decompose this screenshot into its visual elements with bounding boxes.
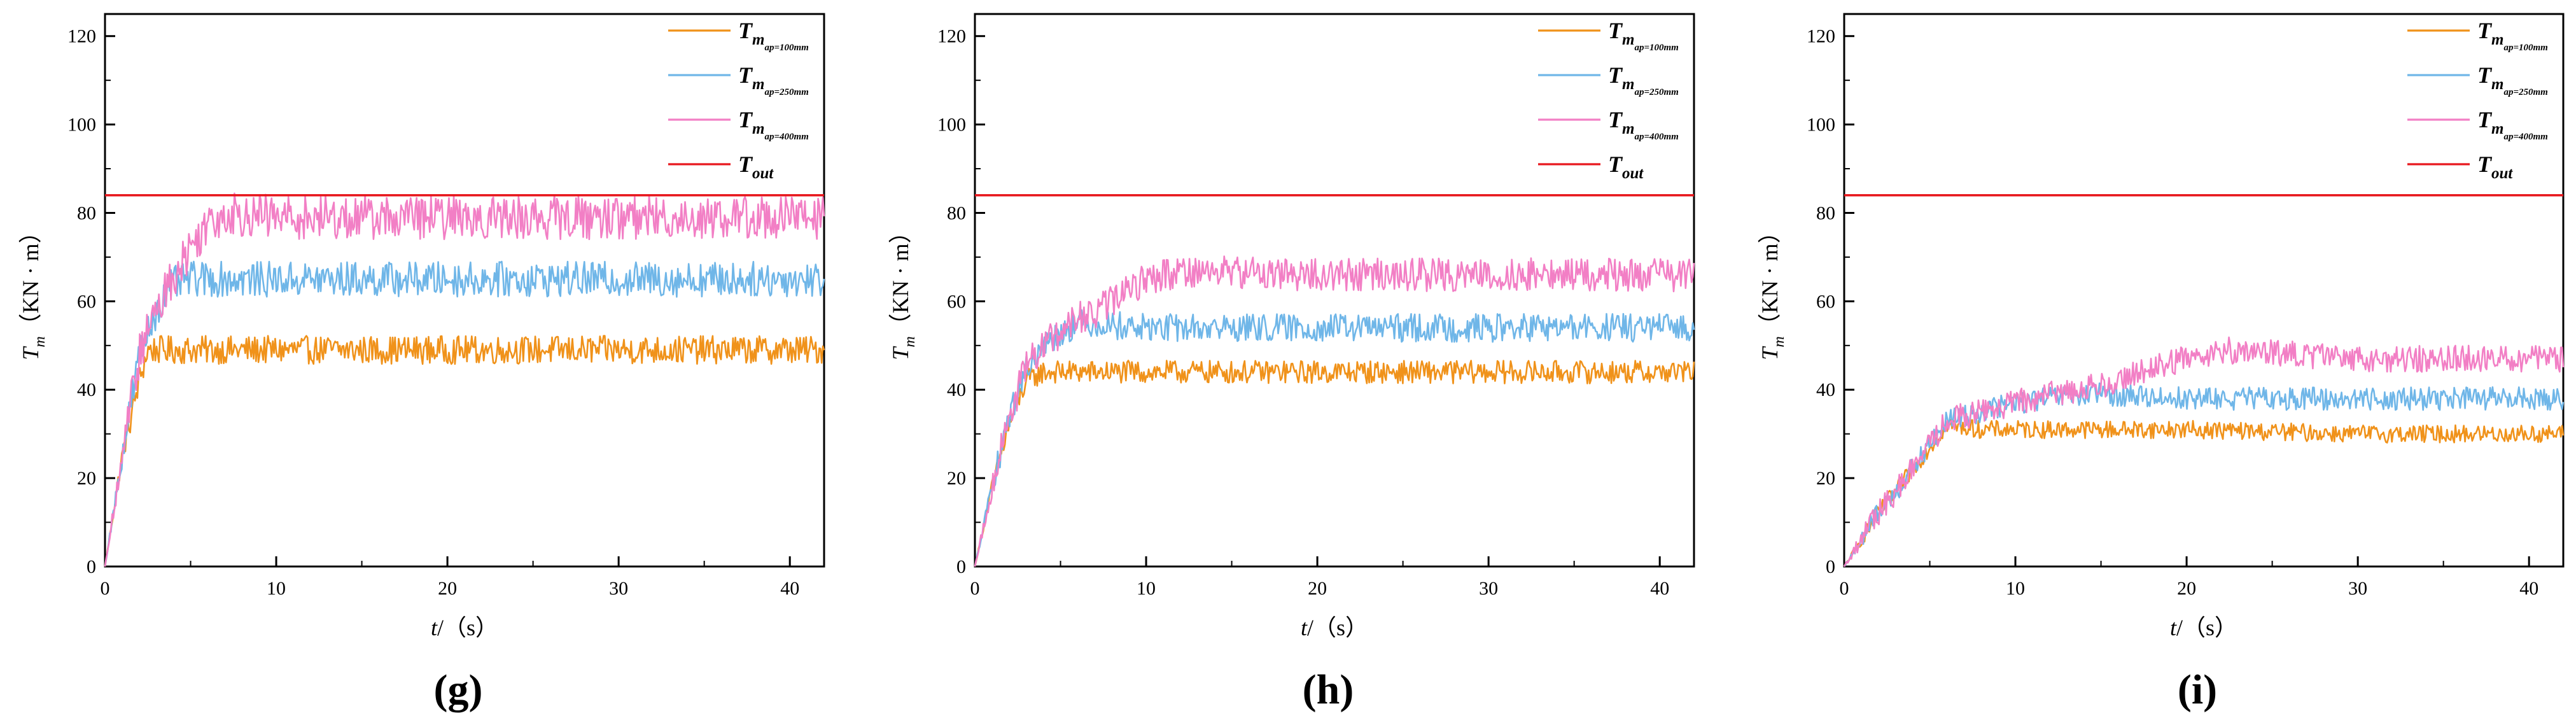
y-tick-label: 0 <box>956 556 966 577</box>
y-tick-label: 120 <box>67 26 96 47</box>
legend-tout: Tout <box>738 151 774 182</box>
series-line-ap=100mm <box>974 360 1695 567</box>
y-tick-label: 100 <box>937 115 966 136</box>
legend-ap=400mm: Tmap=400mm <box>1608 107 1679 142</box>
y-tick-label: 60 <box>1816 291 1835 312</box>
panel-i: 0 10 20 30 40 0 20 40 60 80 100 120 Tmap=100mm Tmap=2… <box>1757 13 2565 713</box>
x-tick-label: 0 <box>970 578 980 599</box>
y-tick-label: 40 <box>1816 379 1835 400</box>
x-tick-label: 30 <box>609 578 628 599</box>
legend-tout: Tout <box>1608 151 1644 182</box>
y-axis-label: Tm（KN · m） <box>888 220 918 360</box>
y-tick-label: 60 <box>77 291 96 312</box>
series-line-ap=400mm <box>1843 336 2565 567</box>
legend-ap=400mm: Tmap=400mm <box>2477 107 2548 142</box>
y-tick-label: 20 <box>77 468 96 489</box>
y-tick-label: 40 <box>947 379 966 400</box>
y-tick-label: 20 <box>947 468 966 489</box>
x-tick-label: 0 <box>101 578 110 599</box>
y-tick-label: 80 <box>1816 202 1835 223</box>
x-tick-label: 0 <box>1840 578 1849 599</box>
y-tick-label: 80 <box>947 202 966 223</box>
series-line-ap=400mm <box>104 192 825 567</box>
y-tick-label: 120 <box>937 26 966 47</box>
x-axis-label: t/（s） <box>2170 615 2237 640</box>
x-tick-label: 30 <box>2348 578 2367 599</box>
series-line-ap=100mm <box>1843 418 2565 567</box>
y-tick-label: 80 <box>77 202 96 223</box>
x-tick-label: 10 <box>1137 578 1156 599</box>
legend-tout: Tout <box>2477 151 2513 182</box>
plot-frame <box>974 13 1695 568</box>
y-tick-label: 60 <box>947 291 966 312</box>
y-tick-label: 0 <box>87 556 96 577</box>
panel-label: (g) <box>434 666 483 713</box>
legend-ap=100mm: Tmap=100mm <box>1608 18 1679 53</box>
x-tick-label: 20 <box>1308 578 1327 599</box>
y-tick-label: 120 <box>1807 26 1835 47</box>
legend-ap=100mm: Tmap=100mm <box>2477 18 2548 53</box>
legend-ap=100mm: Tmap=100mm <box>738 18 809 53</box>
series-line-ap=250mm <box>104 260 825 567</box>
x-tick-label: 10 <box>2006 578 2025 599</box>
legend-ap=250mm: Tmap=250mm <box>1608 62 1679 97</box>
panel-label: (h) <box>1303 666 1354 713</box>
plot-frame <box>104 13 825 568</box>
panel-h: 0 10 20 30 40 0 20 40 60 80 100 120 Tmap=100mm Tmap=2… <box>888 13 1695 713</box>
legend-ap=250mm: Tmap=250mm <box>738 62 809 97</box>
series-line-ap=400mm <box>974 255 1695 567</box>
x-tick-label: 40 <box>780 578 799 599</box>
x-tick-label: 20 <box>438 578 457 599</box>
series-line-ap=250mm <box>974 309 1695 567</box>
legend-ap=250mm: Tmap=250mm <box>2477 62 2548 97</box>
y-axis-label: Tm（KN · m） <box>1757 220 1788 360</box>
y-tick-label: 0 <box>1826 556 1835 577</box>
x-tick-label: 40 <box>2519 578 2538 599</box>
y-tick-label: 100 <box>67 115 96 136</box>
plot-frame <box>1843 13 2565 568</box>
panel-label: (i) <box>2178 666 2217 713</box>
x-tick-label: 10 <box>267 578 286 599</box>
x-tick-label: 30 <box>1479 578 1498 599</box>
series-line-ap=100mm <box>104 335 825 567</box>
x-tick-label: 40 <box>1650 578 1669 599</box>
x-tick-label: 20 <box>2177 578 2196 599</box>
y-tick-label: 100 <box>1807 115 1835 136</box>
legend-ap=400mm: Tmap=400mm <box>738 107 809 142</box>
y-tick-label: 20 <box>1816 468 1835 489</box>
panel-g: 0 10 20 30 40 0 20 40 60 80 100 120 Tmap=100mm Tmap=2… <box>18 13 825 713</box>
series-line-ap=250mm <box>1843 382 2565 567</box>
x-axis-label: t/（s） <box>431 615 498 640</box>
y-tick-label: 40 <box>77 379 96 400</box>
x-axis-label: t/（s） <box>1301 615 1368 640</box>
y-axis-label: Tm（KN · m） <box>18 220 48 360</box>
